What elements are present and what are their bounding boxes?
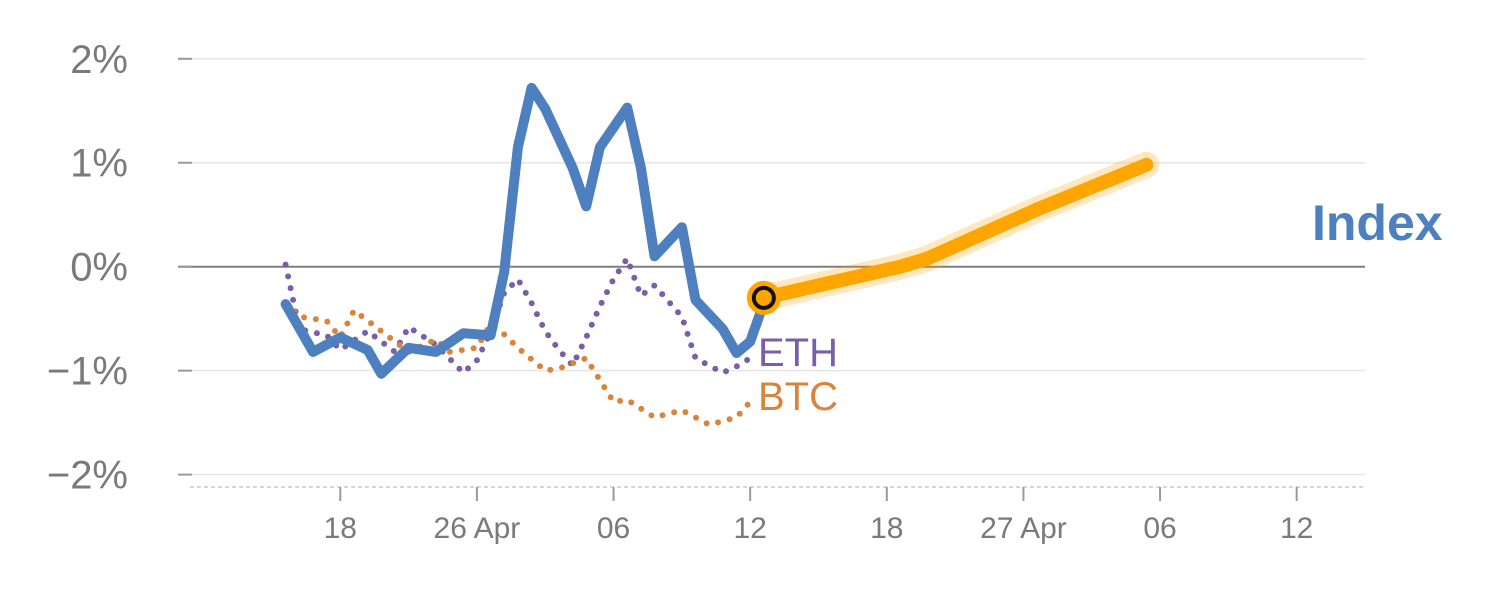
- eth-series-line: [282, 255, 754, 376]
- y-tick-label: −2%: [47, 454, 128, 498]
- x-tick-label: 12: [733, 512, 766, 545]
- x-tick-label: 12: [1280, 512, 1313, 545]
- x-tick-label: 06: [1143, 512, 1176, 545]
- btc-series-line: [282, 300, 754, 428]
- y-axis: 2% 1% 0% −1% −2%: [47, 38, 192, 498]
- x-tick-label: 06: [597, 512, 630, 545]
- x-tick-label: 18: [324, 512, 357, 545]
- y-tick-label: −1%: [47, 350, 128, 394]
- y-tick-label: 1%: [70, 142, 128, 186]
- projection-line: [756, 157, 1154, 305]
- eth-label: ETH: [758, 331, 838, 375]
- x-tick-label: 27 Apr: [980, 512, 1067, 545]
- x-tick-label: 26 Apr: [434, 512, 521, 545]
- y-tick-label: 2%: [70, 38, 128, 82]
- x-axis: 18 26 Apr 06 12 18 27 Apr 06 12: [190, 486, 1365, 545]
- index-series-line: [280, 82, 769, 379]
- series-group: [280, 82, 1160, 428]
- y-tick-label: 0%: [70, 246, 128, 290]
- index-label: Index: [1312, 195, 1443, 251]
- x-tick-label: 18: [870, 512, 903, 545]
- current-point-marker: [751, 285, 776, 310]
- btc-label: BTC: [758, 375, 838, 419]
